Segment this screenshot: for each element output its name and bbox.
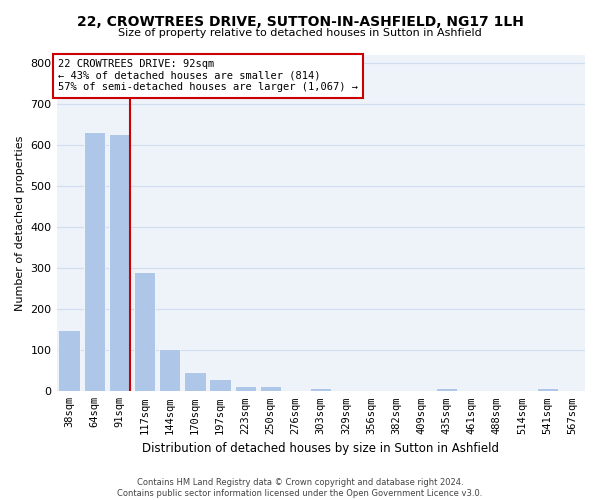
Text: 22 CROWTREES DRIVE: 92sqm
← 43% of detached houses are smaller (814)
57% of semi: 22 CROWTREES DRIVE: 92sqm ← 43% of detac… [58,59,358,92]
Bar [436,388,457,392]
Text: Contains HM Land Registry data © Crown copyright and database right 2024.
Contai: Contains HM Land Registry data © Crown c… [118,478,482,498]
Bar [134,272,155,392]
Y-axis label: Number of detached properties: Number of detached properties [15,136,25,311]
Bar [109,134,130,392]
Text: 22, CROWTREES DRIVE, SUTTON-IN-ASHFIELD, NG17 1LH: 22, CROWTREES DRIVE, SUTTON-IN-ASHFIELD,… [77,15,523,29]
Bar [536,388,558,392]
Bar [260,386,281,392]
Bar [159,348,181,392]
Text: Size of property relative to detached houses in Sutton in Ashfield: Size of property relative to detached ho… [118,28,482,38]
Bar [209,379,231,392]
Bar [235,386,256,392]
Bar [310,388,331,392]
Bar [184,372,206,392]
X-axis label: Distribution of detached houses by size in Sutton in Ashfield: Distribution of detached houses by size … [142,442,499,455]
Bar [58,330,80,392]
Bar [83,132,105,392]
